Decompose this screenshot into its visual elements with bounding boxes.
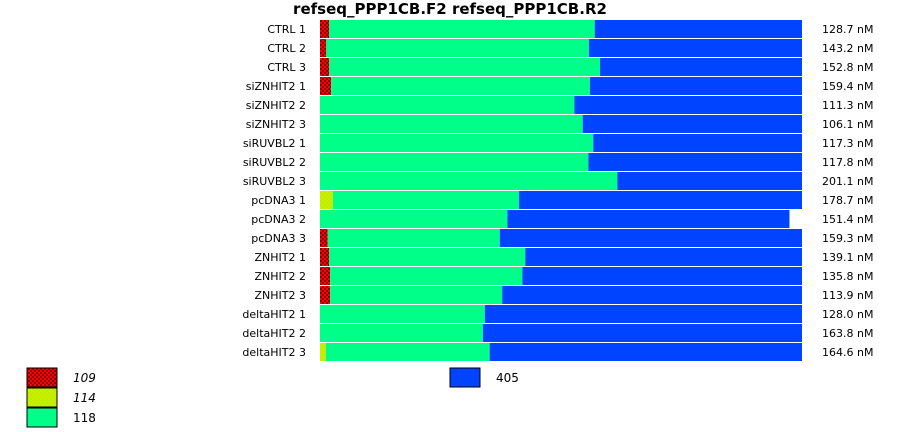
bar-segment-siruvbl2-1-118 [320,134,594,152]
row-label-pcdna3-3: pcDNA3 3 [251,232,306,245]
concentration-label-deltahit2-1: 128.0 nM [822,308,873,321]
chart-title: refseq_PPP1CB.F2 refseq_PPP1CB.R2 [293,0,607,18]
bar-segment-ctrl-3-109 [320,58,330,76]
bar-segment-pcdna3-2-405 [507,210,790,228]
row-label-ctrl-2: CTRL 2 [267,42,306,55]
bar-segment-deltahit2-1-118 [320,305,485,323]
concentration-label-znhit2-2: 135.8 nM [822,270,873,283]
bar-segment-siruvbl2-2-118 [320,153,589,171]
concentration-label-znhit2-1: 139.1 nM [822,251,873,264]
bar-segment-znhit2-1-118 [329,248,526,266]
concentration-label-siznhit2-3: 106.1 nM [822,118,873,131]
bar-segment-ctrl-2-109 [320,39,327,57]
row-label-siruvbl2-3: siRUVBL2 3 [243,175,306,188]
bar-segment-ctrl-2-405 [588,39,802,57]
bar-segment-pcdna3-1-405 [519,191,802,209]
legend-swatch-118 [26,407,58,428]
row-label-deltahit2-3: deltaHIT2 3 [242,346,306,359]
row-label-deltahit2-2: deltaHIT2 2 [242,327,306,340]
legend-label-118: 118 [73,411,96,425]
row-label-ctrl-3: CTRL 3 [267,61,306,74]
concentration-label-znhit2-3: 113.9 nM [822,289,873,302]
bar-segment-pcdna3-2-118 [320,210,508,228]
concentration-label-siruvbl2-1: 117.3 nM [822,137,873,150]
bar-segment-siruvbl2-2-405 [588,153,802,171]
concentration-label-deltahit2-2: 163.8 nM [822,327,873,340]
row-label-znhit2-2: ZNHIT2 2 [255,270,307,283]
concentration-label-siruvbl2-3: 201.1 nM [822,175,873,188]
row-label-siznhit2-3: siZNHIT2 3 [246,118,306,131]
bar-segment-pcdna3-3-118 [327,229,500,247]
bar-segment-siruvbl2-3-405 [617,172,802,190]
bar-segment-znhit2-2-118 [330,267,523,285]
bar-segment-siruvbl2-3-118 [320,172,618,190]
bar-segment-pcdna3-1-114 [320,191,334,209]
bar-segment-deltahit2-3-405 [489,343,802,361]
concentration-label-siznhit2-1: 159.4 nM [822,80,873,93]
bar-segment-siznhit2-1-109 [320,77,332,95]
bar-segment-ctrl-3-118 [329,58,601,76]
concentration-label-pcdna3-2: 151.4 nM [822,213,873,226]
bar-segment-znhit2-2-405 [522,267,802,285]
bar-segment-siruvbl2-1-405 [593,134,802,152]
legend-swatch-114 [26,387,58,408]
legend-label-109: 109 [73,371,96,385]
legend: 109 114 118 405 [26,367,519,428]
concentration-label-siznhit2-2: 111.3 nM [822,99,873,112]
bar-segment-znhit2-2-109 [320,267,331,285]
row-label-siznhit2-2: siZNHIT2 2 [246,99,306,112]
row-label-znhit2-3: ZNHIT2 3 [255,289,307,302]
bar-segment-znhit2-3-109 [320,286,331,304]
concentration-label-ctrl-2: 143.2 nM [822,42,873,55]
concentration-label-deltahit2-3: 164.6 nM [822,346,873,359]
legend-label-405: 405 [496,371,519,385]
bar-segment-siznhit2-1-118 [331,77,590,95]
bar-segment-ctrl-1-118 [329,20,595,38]
bar-segment-deltahit2-2-405 [482,324,802,342]
row-label-siruvbl2-1: siRUVBL2 1 [243,137,306,150]
bar-segment-ctrl-1-405 [594,20,802,38]
bar-segment-znhit2-1-109 [320,248,330,266]
bar-segment-pcdna3-3-405 [499,229,802,247]
concentration-label-ctrl-3: 152.8 nM [822,61,873,74]
concentration-label-pcdna3-3: 159.3 nM [822,232,873,245]
legend-swatch-405 [449,367,481,388]
bar-segment-siznhit2-3-118 [320,115,583,133]
bar-segment-siznhit2-3-405 [582,115,802,133]
concentration-label-siruvbl2-2: 117.8 nM [822,156,873,169]
bar-segment-deltahit2-2-118 [320,324,483,342]
bar-segment-znhit2-1-405 [525,248,802,266]
row-label-deltahit2-1: deltaHIT2 1 [242,308,306,321]
row-label-siruvbl2-2: siRUVBL2 2 [243,156,306,169]
bar-segment-deltahit2-3-114 [320,343,326,361]
bar-segment-ctrl-3-405 [600,58,802,76]
row-label-pcdna3-1: pcDNA3 1 [251,194,306,207]
row-label-siznhit2-1: siZNHIT2 1 [246,80,306,93]
row-label-pcdna3-2: pcDNA3 2 [251,213,306,226]
legend-swatch-109 [26,367,58,388]
bar-segment-deltahit2-1-405 [484,305,802,323]
bar-segment-ctrl-2-118 [326,39,589,57]
concentration-label-ctrl-1: 128.7 nM [822,23,873,36]
bar-segment-ctrl-1-109 [320,20,330,38]
bar-segment-deltahit2-3-118 [325,343,490,361]
concentration-label-pcdna3-1: 178.7 nM [822,194,873,207]
bar-segment-pcdna3-3-109 [320,229,328,247]
bar-segment-siznhit2-1-405 [589,77,802,95]
bars-layer: CTRL 1 128.7 nM CTRL 2 143.2 nM CTRL 3 152.8 … [242,20,873,361]
bar-segment-pcdna3-1-118 [333,191,520,209]
legend-label-114: 114 [73,391,96,405]
row-label-ctrl-1: CTRL 1 [267,23,306,36]
bar-segment-znhit2-3-405 [502,286,802,304]
row-label-znhit2-1: ZNHIT2 1 [255,251,307,264]
bar-segment-siznhit2-2-405 [574,96,802,114]
bar-segment-znhit2-3-118 [330,286,503,304]
bar-segment-siznhit2-2-118 [320,96,575,114]
